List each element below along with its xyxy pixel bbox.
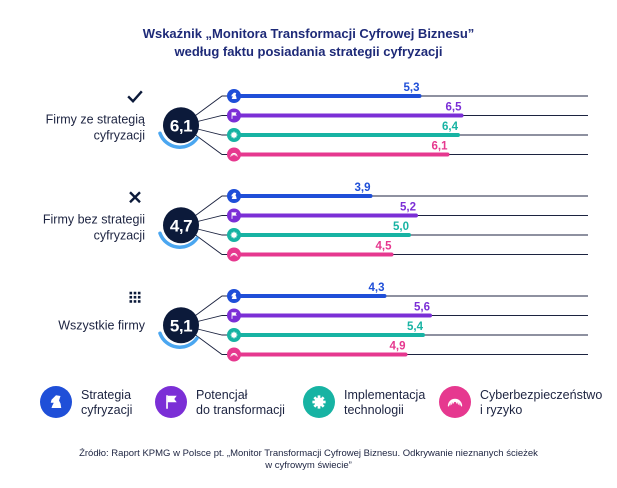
data-label: 6,5 — [446, 102, 463, 114]
legend-label-line: i ryzyko — [480, 403, 522, 417]
chart-title-line-2: według faktu posiadania strategii cyfryz… — [173, 44, 442, 59]
row-node-gear-icon — [227, 328, 241, 342]
bar-row: 4,3 — [227, 282, 588, 303]
bar-row: 6,1 — [227, 141, 588, 162]
row-node-flag-icon — [227, 108, 241, 123]
row-node-fingerprint-icon — [227, 147, 241, 162]
row-node-gear-icon — [227, 128, 241, 142]
row-node-chess-knight-icon — [227, 89, 241, 103]
legend-label-line: technologii — [344, 403, 404, 417]
cross-icon — [129, 191, 141, 204]
bar-row: 5,4 — [227, 321, 588, 342]
legend-label-line: Strategia — [81, 388, 131, 402]
row-node-fingerprint-icon — [227, 347, 241, 362]
data-label: 4,5 — [376, 241, 393, 253]
bar-row: 5,0 — [227, 221, 588, 242]
row-node-flag-icon — [227, 208, 241, 223]
score-value: 5,1 — [170, 316, 192, 335]
row-node-chess-knight-icon — [227, 189, 241, 203]
data-label: 5,0 — [393, 221, 409, 233]
score-value: 6,1 — [170, 116, 192, 135]
data-label: 6,4 — [442, 121, 459, 133]
data-label: 4,9 — [390, 341, 406, 353]
data-label: 6,1 — [432, 141, 449, 153]
legend-label-line: do transformacji — [196, 403, 285, 417]
row-node-flag-icon — [227, 308, 241, 323]
legend-label-line: Implementacja — [344, 388, 425, 402]
legend-label-line: Cyberbezpieczeństwo — [480, 388, 602, 402]
group-label-line: Firmy bez strategii — [43, 212, 145, 226]
data-label: 5,3 — [404, 82, 420, 94]
data-label: 5,2 — [400, 202, 416, 214]
data-label: 4,3 — [369, 282, 385, 294]
legend-label-line: cyfryzacji — [81, 403, 132, 417]
group-2: Firmy bez strategii cyfryzacji 4,7 3,9 5,2 5,… — [43, 182, 588, 262]
grid-icon — [129, 291, 141, 303]
bar-row: 4,9 — [227, 341, 588, 362]
bar-row: 6,5 — [227, 102, 588, 123]
bar-row: 5,6 — [227, 302, 588, 323]
score-badge: 5,1 — [158, 307, 199, 349]
row-node-chess-knight-icon — [227, 289, 241, 303]
fingerprint-icon — [439, 386, 471, 418]
flag-icon — [155, 386, 187, 418]
score-badge: 4,7 — [158, 207, 199, 249]
bar-row: 5,2 — [227, 202, 588, 223]
source-line-1: Źródło: Raport KPMG w Polsce pt. „Monito… — [79, 448, 538, 459]
bar-row: 6,4 — [227, 121, 588, 142]
gear-icon — [303, 386, 335, 418]
data-label: 3,9 — [355, 182, 371, 194]
data-label: 5,6 — [414, 302, 430, 314]
group-1: Firmy ze strategią cyfryzacji 6,1 5,3 6,5 6,4… — [46, 82, 588, 162]
bar-row: 5,3 — [227, 82, 588, 103]
group-label-line: cyfryzacji — [94, 128, 145, 142]
score-value: 4,7 — [170, 216, 192, 235]
row-node-fingerprint-icon — [227, 247, 241, 262]
row-node-gear-icon — [227, 228, 241, 242]
groups-layer: Firmy ze strategią cyfryzacji 6,1 5,3 6,5 6,4… — [43, 82, 588, 362]
group-label-line: Firmy ze strategią — [46, 112, 145, 126]
group-3: Wszystkie firmy 5,1 4,3 5,6 5,44,9 — [58, 282, 588, 362]
group-label-line: cyfryzacji — [94, 228, 145, 242]
bar-row: 3,9 — [227, 182, 588, 203]
group-label-line: Wszystkie firmy — [58, 318, 146, 332]
chess-knight-icon — [40, 386, 72, 418]
bar-row: 4,5 — [227, 241, 588, 262]
score-badge: 6,1 — [158, 107, 199, 149]
source-line-2: w cyfrowym świecie” — [264, 460, 352, 471]
legend-label-line: Potencjał — [196, 388, 248, 402]
data-label: 5,4 — [407, 321, 424, 333]
chart-title-line-1: Wskaźnik „Monitora Transformacji Cyfrowe… — [143, 26, 475, 41]
check-icon — [127, 90, 143, 103]
